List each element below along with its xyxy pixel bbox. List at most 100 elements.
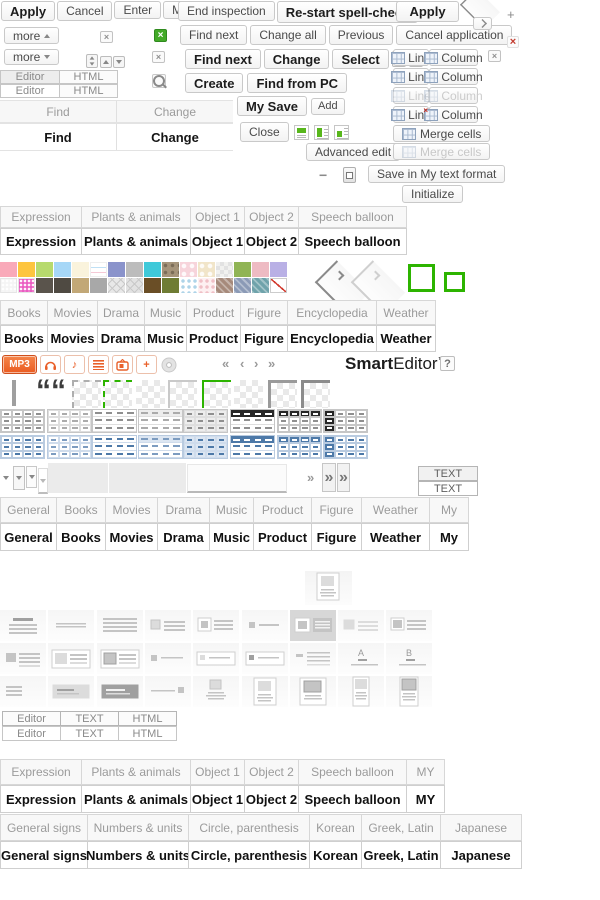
- layout-option-img-top-box[interactable]: [242, 676, 288, 707]
- tab-editor[interactable]: Editor: [2, 726, 61, 741]
- tab-my[interactable]: My: [429, 523, 469, 551]
- table-style-grey-bordered[interactable]: [0, 409, 45, 433]
- layout-option-img-left[interactable]: [145, 610, 191, 641]
- column-button[interactable]: × Column: [423, 106, 483, 123]
- tab-my[interactable]: MY: [406, 759, 445, 785]
- table-style-grey-left-dark[interactable]: [323, 409, 368, 433]
- tab-weather[interactable]: Weather: [361, 497, 430, 523]
- tab-korean[interactable]: Korean: [309, 814, 362, 841]
- swatch[interactable]: [270, 278, 287, 293]
- align-image-left-icon[interactable]: [313, 124, 329, 140]
- spinner-control[interactable]: [86, 54, 98, 68]
- tab-change[interactable]: Change: [116, 124, 233, 150]
- layout-option-sq-line[interactable]: [242, 610, 288, 641]
- table-style-blue-bordered-light[interactable]: [47, 435, 92, 459]
- arrow-up-button[interactable]: [100, 56, 112, 68]
- music-note-icon[interactable]: ♪: [64, 355, 85, 374]
- dropdown-arrow-button[interactable]: [26, 466, 37, 488]
- tab-object-1[interactable]: Object 1: [190, 759, 245, 785]
- swatch[interactable]: [270, 262, 287, 277]
- layout-option-img-tall-box2[interactable]: [386, 676, 432, 707]
- swatch[interactable]: [18, 278, 35, 293]
- dropdown-placeholder[interactable]: [109, 463, 186, 493]
- table-style-blue-lines[interactable]: [92, 435, 137, 459]
- layout-option-lines-center[interactable]: [0, 610, 46, 641]
- tab-drama[interactable]: Drama: [157, 523, 210, 551]
- layout-option-img-left-2[interactable]: [338, 610, 384, 641]
- more-collapse-button[interactable]: more: [4, 27, 60, 44]
- layout-option-img-left-boxed-2[interactable]: [386, 610, 432, 641]
- dropdown-placeholder[interactable]: [187, 464, 287, 493]
- prev-page-button[interactable]: [459, 0, 501, 29]
- tab-editor[interactable]: Editor: [0, 84, 60, 98]
- table-style-blue-tinted[interactable]: [183, 435, 228, 459]
- layout-option-line-sq-right[interactable]: [145, 676, 191, 707]
- search-button[interactable]: [152, 74, 166, 88]
- dropdown-placeholder[interactable]: [48, 463, 108, 493]
- enter-button[interactable]: Enter: [114, 1, 162, 19]
- tab-figure[interactable]: Figure: [311, 497, 362, 523]
- swatch[interactable]: [126, 278, 143, 293]
- tab-circle-parenthesis[interactable]: Circle, parenthesis: [188, 814, 310, 841]
- close-icon[interactable]: ×: [152, 51, 165, 63]
- tab-plants-animals[interactable]: Plants & animals: [81, 785, 191, 813]
- tab-html[interactable]: HTML: [118, 711, 177, 726]
- change-button[interactable]: Change: [263, 49, 330, 69]
- align-image-middle-icon[interactable]: [333, 124, 349, 140]
- layout-option-A-lines[interactable]: A: [338, 643, 384, 674]
- swatch[interactable]: [198, 262, 215, 277]
- tab-object-1[interactable]: Object 1: [190, 228, 245, 255]
- expand-more-icon[interactable]: »: [307, 470, 315, 485]
- border-style-swatch[interactable]: [301, 380, 330, 408]
- layout-option-img-left-r2[interactable]: [0, 643, 46, 674]
- find-from-pc-button[interactable]: Find from PC: [247, 73, 348, 93]
- quote-style-swatch[interactable]: ““: [36, 374, 66, 407]
- layout-option-line-single[interactable]: [48, 610, 94, 641]
- close-button[interactable]: Close: [240, 122, 289, 142]
- tab-music[interactable]: Music: [209, 497, 254, 523]
- nav-last-icon[interactable]: »: [268, 356, 276, 371]
- table-style-grey-striped[interactable]: [138, 409, 183, 433]
- cancel-application-button[interactable]: Cancel application: [396, 25, 513, 45]
- more-expand-button[interactable]: more: [4, 49, 60, 65]
- tab-drama[interactable]: Drama: [97, 300, 145, 325]
- apply-button[interactable]: Apply: [1, 1, 56, 21]
- tab-speech-balloon[interactable]: Speech balloon: [298, 785, 407, 813]
- tab-weather[interactable]: Weather: [376, 300, 436, 325]
- border-style-swatch[interactable]: [168, 380, 197, 408]
- save-my-text-format-button[interactable]: Save in My text format: [368, 165, 506, 183]
- dropdown-arrow-button[interactable]: [13, 466, 25, 490]
- swatch[interactable]: [144, 262, 161, 277]
- layout-option-tiny-sq-line-box2[interactable]: [242, 643, 288, 674]
- swatch[interactable]: [72, 278, 89, 293]
- tv-icon[interactable]: [112, 355, 133, 374]
- text-mode-button[interactable]: TEXT: [418, 481, 478, 496]
- tab-html[interactable]: HTML: [59, 84, 118, 98]
- tab-music[interactable]: Music: [144, 300, 187, 325]
- layout-option-lines-box-dark[interactable]: [97, 676, 143, 707]
- tab-books[interactable]: Books: [56, 497, 106, 523]
- find-next-button[interactable]: Find next: [185, 49, 261, 69]
- divider-style-swatch[interactable]: [12, 380, 16, 406]
- tab-html[interactable]: HTML: [118, 726, 177, 741]
- cancel-button[interactable]: Cancel: [57, 1, 113, 21]
- swatch[interactable]: [54, 278, 71, 293]
- tab-text[interactable]: TEXT: [60, 711, 119, 726]
- swatch[interactable]: [198, 278, 215, 293]
- change-all-button[interactable]: Change all: [250, 25, 326, 45]
- tab-encyclopedia[interactable]: Encyclopedia: [287, 325, 377, 352]
- table-style-blue-left-dark[interactable]: [323, 435, 368, 459]
- layout-option-featured[interactable]: [305, 571, 352, 605]
- tab-find[interactable]: Find: [0, 124, 116, 150]
- expand-more-button[interactable]: »: [337, 463, 350, 492]
- layout-option-dash-lines[interactable]: [290, 643, 336, 674]
- swatch[interactable]: [72, 262, 89, 277]
- initialize-button[interactable]: Initialize: [402, 185, 464, 203]
- swatch[interactable]: [0, 262, 17, 277]
- close-icon[interactable]: ×: [488, 50, 501, 62]
- tab-books[interactable]: Books: [0, 325, 48, 352]
- tab-greek-latin[interactable]: Greek, Latin: [361, 814, 441, 841]
- table-style-blue-bordered[interactable]: [0, 435, 45, 459]
- tab-product[interactable]: Product: [186, 325, 241, 352]
- tab-expression[interactable]: Expression: [0, 785, 82, 813]
